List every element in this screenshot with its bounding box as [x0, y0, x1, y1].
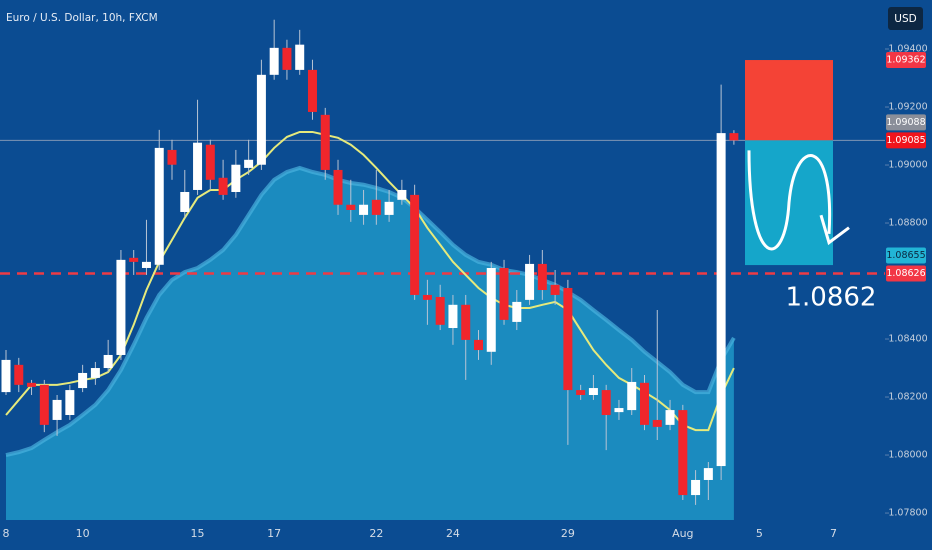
candle-body [665, 410, 675, 425]
candle-body [448, 304, 458, 329]
candle-body [27, 382, 37, 387]
price-tag-label: 1.09085 [886, 135, 925, 146]
candle-body [14, 364, 24, 385]
candle-body [397, 189, 407, 200]
currency-label[interactable]: USD [894, 13, 916, 25]
candle-body [486, 267, 496, 352]
candle-body [461, 304, 471, 340]
y-tick-label: 1.09200 [888, 102, 927, 113]
price-tag [886, 265, 926, 282]
candle-body [473, 339, 483, 351]
candle-body [78, 372, 88, 389]
candle-body [333, 169, 343, 205]
y-tick-label: 1.07800 [888, 508, 927, 519]
chart-title: Euro / U.S. Dollar, 10h, FXCM [6, 12, 158, 24]
candle-body [640, 382, 649, 425]
candle-body [269, 47, 279, 75]
candle-body [703, 468, 713, 480]
currency-button[interactable] [888, 7, 923, 30]
x-tick-label: 5 [756, 527, 763, 540]
drawn-curve [747, 150, 832, 251]
candle-body [652, 419, 662, 427]
candle-body [371, 199, 381, 215]
price-tag [886, 132, 926, 149]
price-tag-label: 1.08626 [886, 268, 925, 279]
band-area [6, 167, 734, 521]
price-tag [886, 114, 926, 131]
candle-body [359, 204, 369, 215]
candle-body [307, 69, 317, 112]
x-tick-label: 15 [191, 527, 205, 540]
x-tick-label: 29 [561, 527, 575, 540]
candle-body [614, 408, 624, 413]
x-tick-label: 22 [369, 527, 383, 540]
candle-body [576, 390, 586, 396]
candle-body [435, 296, 445, 325]
y-tick-label: 1.08000 [888, 450, 927, 461]
candle-body [154, 147, 164, 265]
candle-body [193, 142, 203, 190]
price-tag-label: 1.09362 [886, 55, 925, 66]
price-tag [886, 52, 926, 69]
candle-body [282, 47, 292, 70]
candle-body [537, 263, 547, 291]
candle-body [39, 384, 49, 425]
candle-body [52, 399, 62, 420]
y-tick-label: 1.09000 [888, 160, 927, 171]
candle-body [588, 388, 598, 396]
candle-body [512, 301, 522, 322]
candle-body [167, 149, 177, 165]
x-tick-label: 24 [446, 527, 460, 540]
candle-body [65, 390, 75, 416]
candle-body [180, 191, 190, 213]
price-tag-label: 1.09088 [886, 117, 925, 128]
drawn-arrow [819, 214, 850, 246]
y-tick-label: 1.08400 [888, 334, 927, 345]
candle-body [231, 164, 241, 192]
x-tick-label: 10 [76, 527, 90, 540]
candle-body [525, 263, 535, 300]
x-tick-label: 7 [830, 527, 837, 540]
candle-body [716, 133, 726, 467]
candle-body [141, 261, 151, 268]
candle-body [205, 144, 215, 180]
y-tick-label: 1.08200 [888, 392, 927, 403]
moving-average [5, 130, 735, 432]
price-tag [886, 247, 926, 264]
candle-body [129, 257, 139, 262]
candle-body [678, 410, 688, 496]
candle-body [422, 294, 432, 300]
candle-body [244, 159, 254, 168]
stop-zone [745, 60, 833, 141]
candle-body [320, 114, 330, 170]
candle-body [410, 194, 420, 295]
candle-body [601, 390, 611, 416]
candle-body [346, 204, 356, 210]
price-tag-label: 1.08655 [886, 250, 925, 261]
candle-body [499, 267, 509, 320]
band-edge [5, 165, 736, 457]
candle-body [295, 44, 305, 70]
target-annotation: 1.0862 [786, 283, 877, 313]
y-tick-label: 1.08800 [888, 218, 927, 229]
candle-body [90, 368, 100, 378]
candle-body [384, 201, 394, 215]
candle-body [103, 354, 113, 369]
candle-body [563, 287, 573, 391]
candle-body [256, 74, 266, 165]
candle-body [218, 177, 228, 195]
candle-body [627, 381, 637, 411]
y-tick-label: 1.09400 [888, 44, 927, 55]
candle-body [550, 284, 560, 295]
candle-body [116, 259, 126, 355]
x-tick-label: 17 [267, 527, 281, 540]
x-tick-label: 8 [3, 527, 10, 540]
candle-body [691, 479, 701, 496]
candle-body [1, 359, 11, 393]
candle-body [729, 133, 739, 141]
x-tick-label: Aug [672, 527, 693, 540]
